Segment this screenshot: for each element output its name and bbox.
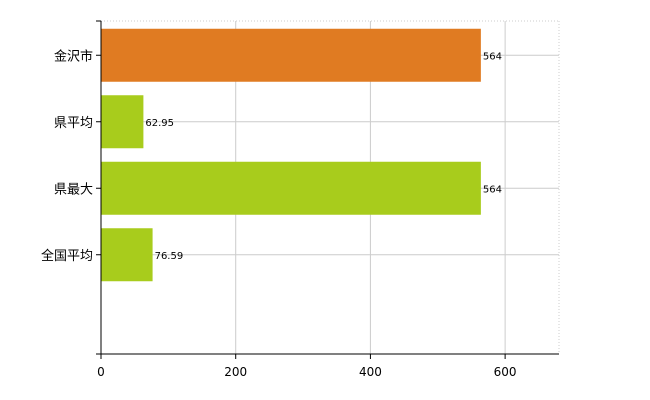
category-label: 全国平均: [41, 248, 93, 264]
data-label: 564: [483, 51, 502, 62]
bars: [101, 28, 481, 282]
data-label: 564: [483, 184, 502, 195]
data-label: 62.95: [145, 118, 174, 129]
x-tick-label: 0: [97, 365, 105, 379]
x-tick-label: 600: [494, 365, 517, 379]
category-label: 県平均: [54, 116, 93, 131]
data-label: 76.59: [155, 251, 184, 262]
x-tick-label: 400: [359, 365, 382, 379]
bar: [101, 28, 481, 82]
x-tick-label: 200: [224, 365, 247, 379]
bar: [101, 95, 144, 149]
axes: [96, 20, 559, 359]
bar: [101, 161, 481, 215]
labels: 金沢市 564 県平均 62.95 県最大 564 全国平均 76.59 0 200 400 600: [41, 48, 517, 379]
bar: [101, 228, 153, 282]
category-label: 金沢市: [54, 48, 93, 64]
category-label: 県最大: [54, 182, 93, 197]
